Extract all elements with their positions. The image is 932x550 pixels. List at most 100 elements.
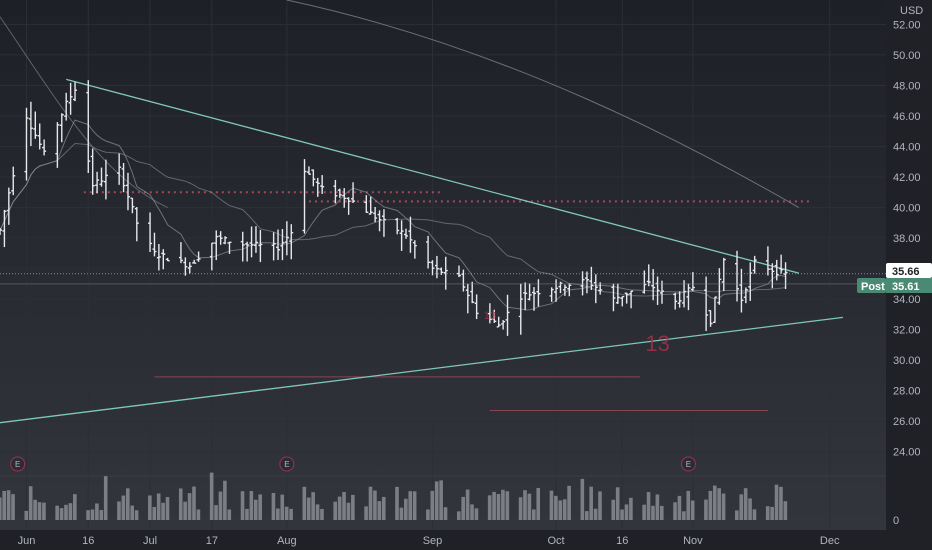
- ohlc-bar: [620, 295, 625, 307]
- volume-bar: [439, 480, 443, 520]
- earnings-event-marker[interactable]: E: [10, 456, 26, 472]
- volume-bar: [496, 494, 501, 520]
- last-price-badge[interactable]: 35.66: [886, 263, 932, 278]
- ohlc-bar: [739, 268, 744, 313]
- volume-bar: [779, 486, 783, 520]
- volume-bar: [721, 493, 726, 520]
- volume-bar: [276, 508, 280, 520]
- ohlc-bar: [708, 309, 713, 327]
- moving-average-long: [286, 0, 800, 208]
- volume-bar: [659, 505, 664, 520]
- volume-bar: [470, 504, 474, 520]
- ohlc-bar: [55, 122, 60, 168]
- volume-bar: [125, 488, 130, 520]
- ohlc-bar: [271, 232, 276, 261]
- ohlc-bar: [161, 249, 166, 270]
- ohlc-bar: [24, 107, 29, 181]
- volume-bar: [86, 510, 90, 520]
- volume-bar: [377, 501, 382, 520]
- ohlc-bar: [196, 251, 201, 262]
- x-tick-label: Jun: [18, 535, 36, 547]
- volume-bar: [765, 506, 770, 520]
- ohlc-bar: [333, 179, 338, 204]
- ohlc-bar: [646, 264, 651, 287]
- volume-bar: [337, 496, 342, 520]
- x-tick-label: 17: [206, 535, 218, 547]
- ohlc-bar: [567, 283, 572, 297]
- ohlc-bar: [748, 262, 753, 301]
- volume-bar: [64, 504, 68, 520]
- ohlc-bar: [223, 236, 228, 245]
- ohlc-bar: [611, 283, 616, 312]
- volume-bar: [465, 489, 470, 520]
- ohlc-bar: [33, 111, 38, 139]
- volume-bar: [615, 487, 620, 520]
- volume-bar: [68, 503, 73, 520]
- ohlc-bar: [245, 241, 250, 262]
- ohlc-bar: [130, 197, 135, 214]
- volume-bar: [651, 505, 655, 520]
- last-price-badge-bg: [886, 263, 932, 278]
- y-tick-label: 28.00: [893, 386, 921, 398]
- ohlc-bar: [11, 166, 16, 196]
- volume-bar: [37, 502, 42, 520]
- ohlc-bar: [690, 272, 695, 292]
- x-tick-label: Jul: [143, 535, 157, 547]
- volume-bar: [364, 506, 368, 520]
- post-market-badge[interactable]: Post 35.61: [857, 278, 932, 293]
- volume-bar: [408, 491, 413, 520]
- upper-trendline[interactable]: [66, 78, 799, 274]
- ohlc-bar: [461, 269, 466, 292]
- lower-trendline[interactable]: [0, 316, 844, 424]
- volume-bar: [770, 506, 774, 520]
- volume-bar: [121, 495, 126, 520]
- volume-bar: [284, 506, 289, 520]
- ohlc-bar: [783, 262, 788, 290]
- volume-bar: [130, 505, 134, 520]
- earnings-event-marker[interactable]: E: [279, 456, 295, 472]
- ohlc-bar: [73, 81, 78, 102]
- ohlc-bar: [624, 292, 629, 304]
- volume-bar: [373, 490, 377, 520]
- volume-bar: [580, 478, 585, 520]
- ohlc-bar: [496, 316, 501, 328]
- ohlc-bar: [598, 282, 603, 295]
- ohlc-bar: [677, 291, 682, 308]
- volume-bar: [434, 481, 439, 520]
- ohlc-bar: [589, 266, 594, 291]
- ohlc-bar: [218, 231, 223, 245]
- ohlc-bar: [770, 263, 775, 289]
- ohlc-bar: [59, 113, 64, 143]
- x-tick-label: Dec: [820, 535, 840, 547]
- volume-bar: [430, 490, 435, 520]
- volume-bar: [783, 501, 788, 520]
- ohlc-bar: [240, 231, 245, 262]
- ohlc-bar: [430, 260, 435, 276]
- ohlc-bar: [178, 242, 183, 264]
- volume-bar: [532, 509, 536, 520]
- volume-bar: [280, 494, 285, 520]
- y-axis-ticks: 52.00 50.00 48.00 46.00 44.00 42.00 40.00 38.00…: [893, 19, 921, 458]
- ohlc-bar: [187, 262, 192, 274]
- ohlc-bar: [465, 283, 470, 314]
- ohlc-bar: [523, 282, 528, 311]
- ohlc-bar: [302, 159, 307, 234]
- ohlc-bar: [470, 281, 475, 304]
- ohlc-bar: [712, 296, 717, 324]
- ohlc-bar: [103, 159, 108, 200]
- ohlc-bar: [765, 246, 770, 276]
- volume-bar: [253, 499, 258, 520]
- volume-bar: [59, 508, 64, 520]
- x-tick-label: 16: [616, 535, 628, 547]
- volume-bar: [536, 487, 541, 520]
- ohlc-bar: [655, 276, 660, 305]
- volume-bar: [311, 492, 315, 520]
- ohlc-bar: [90, 148, 95, 195]
- trendlines-layer: [0, 78, 844, 424]
- svg-text:E: E: [284, 460, 289, 469]
- ohlc-bar: [148, 212, 153, 252]
- post-badge-label-bg: [857, 278, 886, 293]
- volume-bar: [42, 502, 46, 520]
- earnings-event-marker[interactable]: E: [680, 456, 696, 472]
